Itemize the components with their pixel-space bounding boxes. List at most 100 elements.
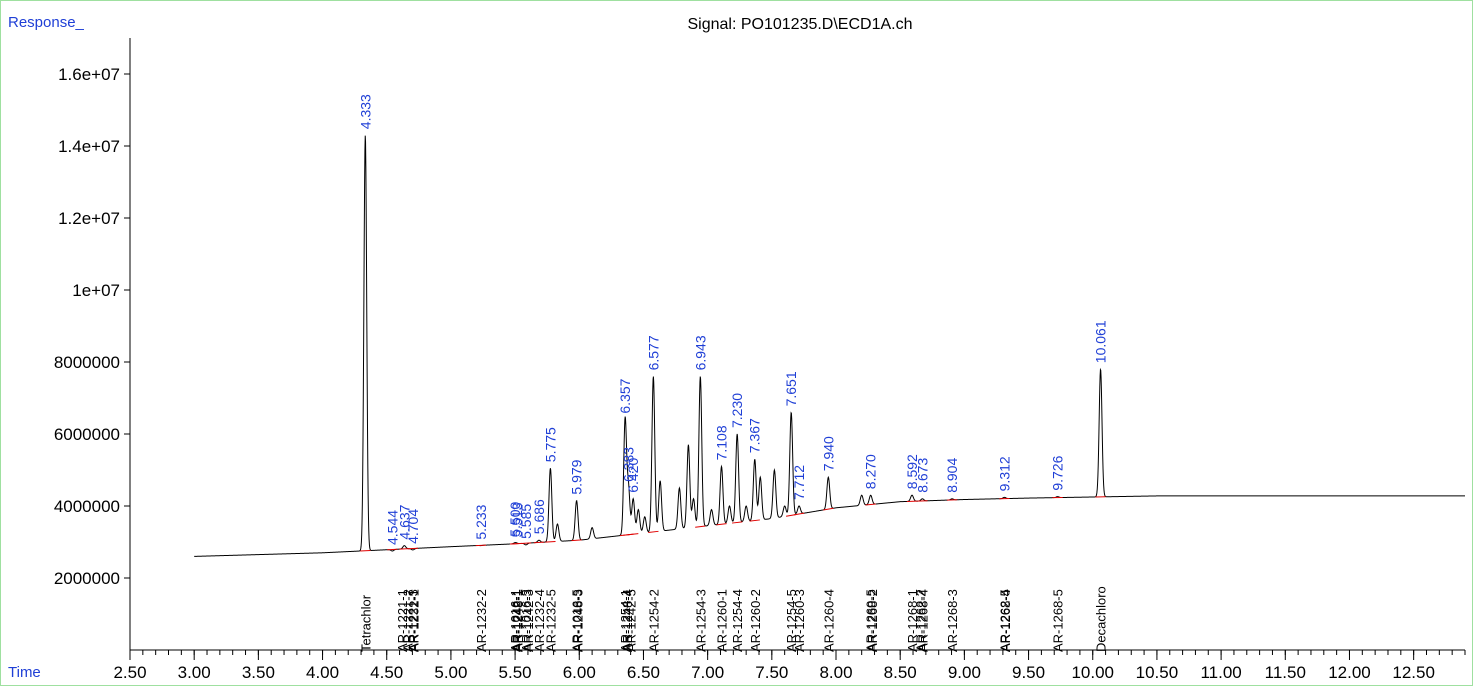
peak-label: 8.592: [904, 454, 920, 489]
compound-label: AR-1221-3: [405, 589, 420, 652]
integration-baseline: [793, 512, 805, 516]
compound-label: AR-1254-1: [618, 589, 633, 652]
compound-label: Decachloro: [1094, 586, 1109, 652]
compound-label: AR-1248-1: [511, 589, 526, 652]
peak-label: 7.940: [820, 436, 836, 471]
integration-baseline: [533, 541, 545, 544]
peak-label: 6.420: [625, 458, 641, 493]
peak-label: 4.333: [357, 94, 373, 129]
compound-label: AR-1016-5: [570, 589, 585, 652]
y-tick-label: 1e+07: [72, 281, 120, 300]
compound-label: AR-1268-5: [1051, 589, 1066, 652]
x-tick-label: 10.50: [1136, 663, 1179, 682]
x-tick-label: 9.50: [1012, 663, 1045, 682]
peak-label: 6.357: [617, 378, 633, 413]
y-tick-label: 1.6e+07: [58, 65, 120, 84]
compound-label: AR-1254-2: [646, 589, 661, 652]
compound-label: AR-1262-5: [997, 589, 1012, 652]
y-tick-label: 4000000: [54, 497, 120, 516]
peak-label: 8.270: [863, 454, 879, 489]
peak-label: 4.704: [405, 509, 421, 544]
x-tick-label: 7.00: [691, 663, 724, 682]
x-tick-label: 4.00: [306, 663, 339, 682]
compound-label: AR-1268-4: [915, 589, 930, 652]
compound-label: AR-1260-5: [864, 589, 879, 652]
x-tick-label: 3.50: [242, 663, 275, 682]
compound-label: AR-1254-3: [693, 589, 708, 652]
x-tick-label: 3.00: [178, 663, 211, 682]
peak-label: 7.712: [791, 465, 807, 500]
integration-baseline: [545, 541, 556, 543]
peak-label: 6.577: [645, 335, 661, 370]
compound-label: AR-1221-2: [400, 589, 415, 652]
y-axis-label: Response_: [8, 14, 84, 31]
peak-label: 5.775: [542, 427, 558, 462]
peak-label: 5.233: [473, 504, 489, 539]
x-tick-label: 5.00: [434, 663, 467, 682]
x-axis-label: Time: [8, 664, 41, 681]
integration-baseline: [731, 521, 743, 524]
x-tick-label: 8.50: [884, 663, 917, 682]
compound-label: AR-1232-2: [474, 589, 489, 652]
x-tick-label: 6.50: [627, 663, 660, 682]
compound-label: AR-1016-1: [508, 589, 523, 652]
chart-title: Signal: PO101235.D\ECD1A.ch: [687, 16, 913, 33]
compound-label: AR-1232-4: [532, 589, 547, 652]
x-tick-label: 7.50: [755, 663, 788, 682]
peak-label: 5.585: [518, 504, 534, 539]
compound-label: AR-1268-2: [865, 589, 880, 652]
y-tick-label: 6000000: [54, 425, 120, 444]
compound-label: AR-1262-2: [914, 589, 929, 652]
compound-label: AR-1254-5: [784, 589, 799, 652]
compound-label: AR-1268-1: [905, 589, 920, 652]
peak-label: 7.651: [783, 371, 799, 406]
peak-label: 5.979: [569, 459, 585, 494]
x-tick-label: 11.50: [1265, 663, 1306, 682]
peak-label: 8.904: [944, 458, 960, 493]
compound-label: AR-1016-3: [519, 589, 534, 652]
peak-label: 5.500: [507, 501, 523, 536]
integration-baseline: [865, 503, 876, 506]
compound-label: AR-1260-4: [821, 589, 836, 652]
peak-label: 9.726: [1050, 455, 1066, 490]
peak-label: 5.513: [509, 502, 525, 537]
peak-label: 6.383: [620, 447, 636, 482]
compound-label: AR-1260-2: [748, 589, 763, 652]
x-tick-label: 10.00: [1071, 663, 1114, 682]
integration-baseline: [511, 542, 522, 545]
signal-trace: [194, 135, 1465, 557]
integration-baseline: [823, 507, 834, 511]
compound-label: AR-1260-1: [715, 589, 730, 652]
x-tick-label: 5.50: [499, 663, 532, 682]
peak-label: 10.061: [1093, 320, 1109, 363]
y-tick-label: 1.4e+07: [58, 137, 120, 156]
x-tick-label: 8.00: [819, 663, 852, 682]
peak-label: 7.230: [729, 393, 745, 428]
x-tick-label: 12.50: [1392, 663, 1435, 682]
compound-label: AR-1260-3: [792, 589, 807, 652]
compound-label: AR-1254-4: [730, 589, 745, 652]
peak-label: 5.686: [531, 499, 547, 534]
compound-label: AR-1242-3: [521, 589, 536, 652]
compound-label: AR-1221-1: [395, 589, 410, 652]
peak-label: 7.108: [714, 425, 730, 460]
x-tick-label: 11.00: [1200, 663, 1241, 682]
compound-label: AR-1242-5: [624, 589, 639, 652]
y-tick-label: 1.2e+07: [58, 209, 120, 228]
peak-label: 8.673: [914, 458, 930, 493]
integration-baseline: [571, 539, 582, 542]
peak-label: 6.943: [692, 335, 708, 370]
peak-label: 7.367: [747, 418, 763, 453]
x-tick-label: 2.50: [113, 663, 146, 682]
compound-label: AR-1232-5: [543, 589, 558, 652]
x-tick-label: 12.00: [1328, 663, 1371, 682]
x-tick-label: 9.00: [948, 663, 981, 682]
peak-label: 4.637: [396, 504, 412, 539]
peak-label: 4.544: [384, 510, 400, 545]
compound-label: AR-1268-3: [945, 589, 960, 652]
compound-label: Tetrachlor: [358, 594, 373, 652]
integration-baseline: [520, 542, 532, 544]
